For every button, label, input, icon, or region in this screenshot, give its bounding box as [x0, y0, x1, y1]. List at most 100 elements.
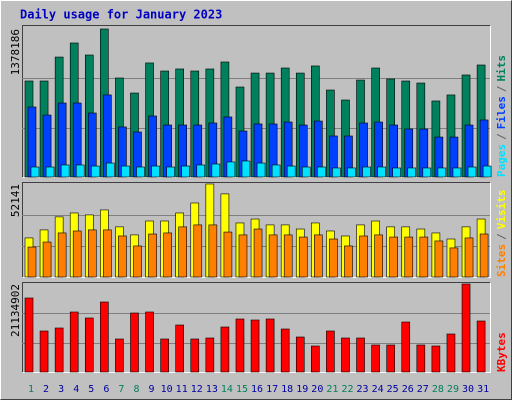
bar [42, 241, 52, 278]
x-tick-label: 19 [296, 384, 308, 395]
bar-body [90, 165, 100, 178]
bar-body [118, 235, 127, 278]
bar-body [271, 164, 281, 178]
bar-body [223, 231, 233, 278]
bar-body [238, 234, 248, 278]
bar [347, 167, 356, 178]
bar-body [356, 337, 365, 373]
bar-body [404, 236, 414, 278]
bar-body [133, 245, 142, 278]
bar-body [57, 232, 67, 278]
bar-body [371, 344, 380, 373]
bar [151, 165, 160, 178]
bar-body [103, 229, 112, 278]
bar-body [464, 237, 474, 278]
bar-body [235, 318, 245, 373]
bar [392, 167, 401, 178]
bar-body [148, 233, 157, 278]
bar-body [314, 234, 323, 278]
legend-separator: / [495, 233, 508, 240]
bar [362, 166, 371, 178]
bar-body [100, 301, 109, 373]
bar [271, 164, 281, 178]
bar-body [250, 319, 260, 373]
bar [464, 237, 474, 278]
bar [476, 320, 486, 373]
bar [416, 344, 426, 373]
bar [223, 231, 233, 278]
bar-body [115, 338, 124, 373]
bar [329, 238, 338, 278]
bar-body [181, 165, 190, 178]
bar [241, 160, 251, 178]
bar-body [476, 320, 486, 373]
bar-body [446, 333, 456, 373]
bar-body [341, 337, 350, 373]
bar [60, 164, 70, 178]
bar [326, 330, 335, 373]
bar-body [130, 312, 139, 373]
bar-body [280, 328, 290, 373]
x-tick-label: 30 [462, 384, 474, 395]
bar-body [347, 167, 356, 178]
x-tick-label: 5 [88, 384, 94, 395]
legend-label: Files [495, 96, 508, 129]
x-tick-label: 6 [103, 384, 109, 395]
bar [196, 164, 206, 178]
bar [57, 232, 67, 278]
bar [175, 324, 184, 373]
bar-body [461, 283, 471, 373]
bar-body [377, 166, 386, 178]
bar-body [145, 311, 154, 373]
bar [205, 337, 215, 373]
plot-edge [22, 182, 491, 278]
bar [75, 164, 85, 178]
bar-body [241, 160, 251, 178]
bar [84, 317, 94, 373]
x-tick-label: 24 [372, 384, 384, 395]
legend-label: KBytes [495, 332, 508, 372]
bar [404, 236, 414, 278]
bar-body [87, 229, 97, 278]
x-tick-label: 9 [149, 384, 155, 395]
x-tick-label: 28 [432, 384, 444, 395]
bar-body [39, 330, 49, 373]
x-tick-label: 1 [28, 384, 34, 395]
x-tick-label: 26 [402, 384, 414, 395]
bar [136, 166, 145, 178]
bar-body [253, 228, 263, 278]
bar-body [317, 166, 326, 178]
bar [193, 224, 203, 278]
y-tick-label: 52141 [9, 184, 22, 217]
bar-body [479, 233, 489, 278]
bar [449, 247, 459, 278]
x-tick-label: 21 [326, 384, 338, 395]
bar [181, 165, 190, 178]
bar [386, 344, 395, 373]
bar [145, 311, 154, 373]
x-tick-label: 16 [251, 384, 263, 395]
bar-body [283, 234, 293, 278]
bar [280, 328, 290, 373]
bar-body [193, 224, 203, 278]
plot-edge [22, 25, 491, 178]
x-tick-label: 29 [447, 384, 459, 395]
bar [446, 333, 456, 373]
bar [238, 234, 248, 278]
bar-body [106, 162, 115, 178]
bar-body [419, 236, 429, 278]
bar [434, 240, 444, 278]
x-tick-label: 13 [206, 384, 218, 395]
bar-body [190, 338, 200, 373]
plot-edge [22, 25, 491, 178]
bar-body [27, 106, 37, 178]
bar-body [175, 324, 184, 373]
bar-body [268, 234, 278, 278]
y-tick-label: 1378186 [9, 29, 22, 75]
bar-body [163, 232, 172, 278]
legend-label: Sites [495, 244, 508, 277]
bar-body [431, 345, 441, 373]
bar [27, 246, 37, 278]
bar [482, 165, 492, 178]
